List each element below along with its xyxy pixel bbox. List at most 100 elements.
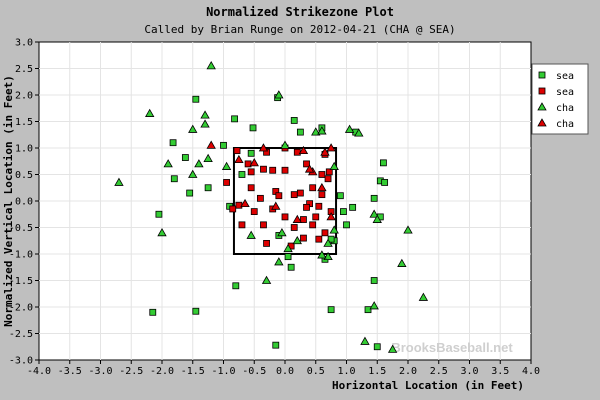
sea-square-point <box>315 235 323 243</box>
sea-square-point <box>379 159 387 167</box>
cha-triangle-point <box>203 153 213 163</box>
cha-triangle-point <box>311 127 321 136</box>
y-tick-label: -1.0 <box>9 250 33 261</box>
chart-title: Normalized Strikezone Plot <box>206 5 394 19</box>
cha-triangle-point <box>326 143 336 152</box>
cha-triangle-point <box>317 182 327 192</box>
sea-square-point <box>315 202 323 210</box>
cha-triangle-point <box>274 90 284 99</box>
cha-triangle-point <box>369 209 379 218</box>
sea-square-point <box>290 117 298 124</box>
sea-square-point <box>318 171 326 178</box>
cha-triangle-point <box>320 147 330 156</box>
cha-triangle-point <box>317 126 327 135</box>
cha-triangle-point <box>163 159 173 168</box>
cha-triangle-point <box>280 140 290 149</box>
cha-triangle-point <box>418 292 429 301</box>
sea-square-point <box>260 221 267 229</box>
y-tick-label: -3.0 <box>9 356 33 367</box>
sea-square-point <box>364 306 372 314</box>
cha-triangle-point <box>274 257 284 266</box>
sea-square-point <box>256 194 264 202</box>
sea-square-point <box>192 95 200 103</box>
x-tick-label: -1.0 <box>211 366 235 377</box>
sea-square-point <box>235 201 243 209</box>
sea-square-point <box>263 239 270 247</box>
sea-square-point <box>220 141 227 149</box>
cha-triangle-point <box>344 124 355 133</box>
cha-triangle-point <box>329 161 339 170</box>
y-tick-label: 0.0 <box>15 197 33 208</box>
sea-square-point <box>324 175 332 183</box>
sea-square-point <box>181 154 189 161</box>
sea-square-point <box>327 306 335 314</box>
cha-triangle-point <box>258 143 269 152</box>
cha-triangle-point <box>221 161 232 170</box>
legend-marker-sea <box>538 71 546 79</box>
sea-square-point <box>281 166 289 174</box>
x-tick-label: 3.0 <box>460 366 478 377</box>
x-tick-label: 1.5 <box>368 366 386 377</box>
sea-square-point <box>373 343 381 351</box>
x-tick-label: 3.5 <box>491 366 509 377</box>
sea-square-point <box>247 168 255 176</box>
cha-triangle-point <box>304 164 315 173</box>
cha-triangle-point <box>188 169 198 178</box>
cha-triangle-point <box>240 198 250 208</box>
sea-square-point <box>343 221 350 229</box>
chart-subtitle: Called by Brian Runge on 2012-04-21 (CHA… <box>144 23 455 36</box>
x-tick-label: 4.0 <box>522 366 540 377</box>
legend-label: cha <box>556 119 574 130</box>
cha-triangle-point <box>206 140 216 149</box>
x-tick-label: -1.5 <box>181 366 205 377</box>
y-tick-label: 3.0 <box>15 38 33 49</box>
cha-triangle-point <box>283 243 293 253</box>
sea-square-point <box>290 224 298 231</box>
sea-square-point <box>303 160 310 168</box>
sea-square-point <box>300 216 307 223</box>
sea-square-point <box>260 165 267 173</box>
tick-labels: -4.0 -3.5 -3.0 -2.5 -2.0 -1.5 -1.0 -0.5 0.0 0.5 1.… <box>9 38 540 378</box>
y-tick-label: 2.5 <box>15 64 33 75</box>
sea-square-point <box>325 168 333 176</box>
sea-square-point <box>250 208 258 216</box>
cha-triangle-point <box>326 212 336 221</box>
cha-triangle-point <box>277 227 287 237</box>
sea-square-point <box>349 203 357 211</box>
cha-triangle-point <box>157 227 167 237</box>
y-tick-label: 1.5 <box>15 117 33 128</box>
y-tick-label: 0.5 <box>15 170 33 181</box>
x-tick-label: -2.0 <box>150 366 174 377</box>
x-tick-label: -3.5 <box>58 366 82 377</box>
sea-square-point <box>303 203 310 211</box>
sea-square-point <box>321 229 329 237</box>
sea-square-point <box>340 208 347 216</box>
sea-square-point <box>287 263 295 271</box>
legend-label: cha <box>556 103 574 114</box>
cha-triangle-point <box>249 158 259 167</box>
sea-square-point <box>238 171 246 178</box>
x-tick-label: 1.0 <box>337 366 355 377</box>
cha-triangle-point <box>329 225 339 234</box>
sea-square-point <box>233 147 241 155</box>
sea-square-point <box>284 253 292 261</box>
x-tick-label: 0.5 <box>307 366 325 377</box>
sea-square-point <box>249 124 257 132</box>
sea-square-point <box>290 191 298 199</box>
cha-triangle-point <box>292 214 302 223</box>
sea-square-point <box>247 149 255 157</box>
x-tick-label: -2.5 <box>119 366 143 377</box>
cha-triangle-point <box>188 124 198 133</box>
sea-square-point <box>275 192 283 200</box>
cha-triangle-point <box>360 336 370 345</box>
cha-triangle-point <box>372 214 382 223</box>
cha-triangle-point <box>145 108 155 117</box>
legend-marker-sea <box>538 87 546 95</box>
sea-square-point <box>293 148 301 156</box>
sea-square-point <box>149 308 157 316</box>
sea-square-point <box>281 213 289 221</box>
sea-square-point <box>229 205 237 213</box>
y-tick-label: -1.5 <box>9 276 33 287</box>
sea-square-point <box>296 128 304 136</box>
y-tick-label: -0.5 <box>9 223 33 234</box>
